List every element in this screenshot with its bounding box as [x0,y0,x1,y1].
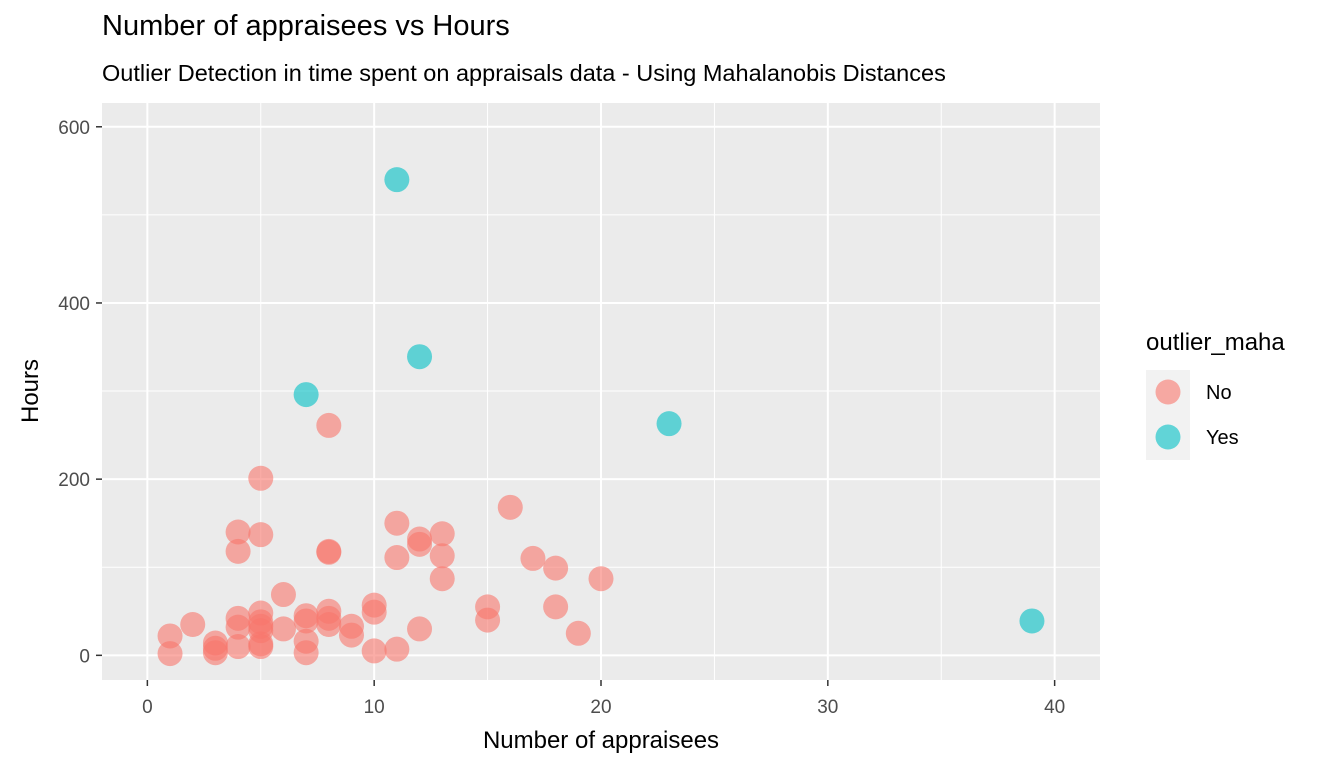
data-point-no [225,634,251,660]
data-point-no [225,605,251,631]
data-point-yes [384,167,410,193]
data-point-no [475,594,501,620]
chart-title: Number of appraisees vs Hours [102,10,510,42]
data-point-no [248,522,274,548]
data-point-no [407,526,433,552]
data-point-no [588,566,614,592]
data-point-no [248,465,274,491]
y-axis-label: Hours [17,359,44,423]
data-point-no [270,616,296,642]
data-point-no [157,641,183,667]
legend-key-no [1155,379,1181,405]
legend-title: outlier_maha [1146,329,1285,356]
data-point-no [202,630,228,656]
x-tick-label: 20 [590,697,611,718]
data-point-no [384,510,410,536]
data-point-yes [293,382,319,408]
x-tick-label: 0 [142,697,153,718]
data-point-no [565,620,591,646]
data-point-no [316,598,342,624]
data-point-yes [1019,608,1045,634]
data-point-no [180,612,206,638]
points-layer [157,167,1045,667]
data-point-no [429,543,455,569]
y-tick-label: 400 [58,294,90,315]
data-point-no [225,519,251,545]
legend-label-no: No [1206,382,1232,404]
data-point-yes [656,411,682,437]
x-tick-label: 10 [364,697,385,718]
y-tick-label: 0 [79,646,90,667]
x-tick-label: 30 [817,697,838,718]
data-point-no [361,638,387,664]
x-tick-label: 40 [1044,697,1065,718]
data-point-no [384,545,410,571]
data-point-no [339,613,364,639]
data-point-no [407,616,433,642]
x-axis-label: Number of appraisees [483,727,719,754]
data-point-no [361,592,387,618]
y-tick-label: 600 [58,118,90,139]
data-point-no [293,603,319,629]
chart-subtitle: Outlier Detection in time spent on appra… [102,60,946,86]
data-point-no [157,623,183,649]
data-point-no [543,555,569,581]
y-tick-label: 200 [58,470,90,491]
data-point-no [429,566,455,592]
data-point-yes [407,344,433,370]
y-axis: 0 200 400 600 [58,118,102,667]
data-point-no [543,594,569,620]
data-point-no [248,600,274,626]
legend-key-yes [1155,424,1181,450]
data-point-no [270,582,296,608]
data-point-no [497,494,523,520]
legend-label-yes: Yes [1206,427,1239,449]
data-point-no [384,636,410,662]
x-axis: 0 10 20 30 40 [142,680,1065,718]
major-gridlines [102,103,1100,680]
legend: outlier_maha No Yes [1146,329,1285,460]
data-point-no [429,521,455,547]
data-point-no [520,545,546,571]
data-point-no [316,412,342,438]
data-point-no [225,538,251,564]
data-point-no [293,628,319,654]
data-point-no [316,538,342,564]
